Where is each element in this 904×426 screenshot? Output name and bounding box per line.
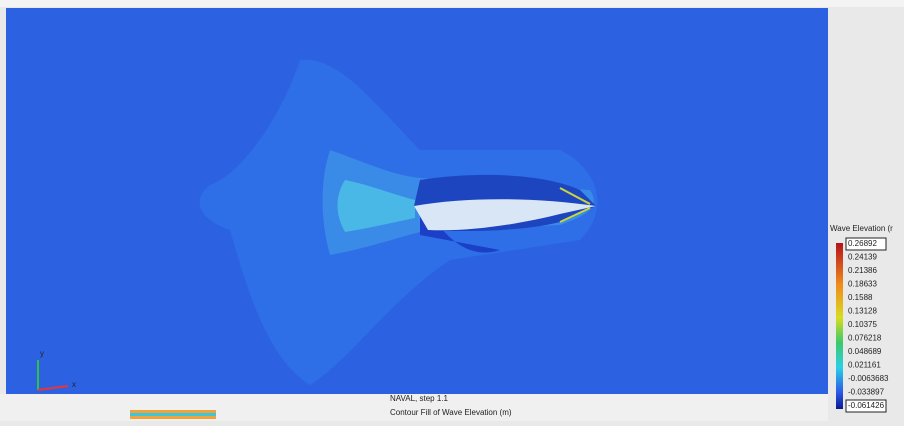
axis-label: y — [40, 349, 44, 358]
legend-label: 0.18633 — [848, 280, 877, 289]
legend-label: -0.061426 — [848, 401, 885, 410]
contour-zone — [420, 190, 500, 253]
legend-label: -0.0063683 — [848, 374, 889, 383]
legend-label: -0.033897 — [848, 388, 885, 397]
top-bar — [0, 0, 904, 7]
axis-x — [37, 385, 69, 391]
label-box — [845, 237, 887, 251]
colorbar — [836, 243, 843, 409]
legend-label: 0.21386 — [848, 266, 877, 275]
legend-label: 0.26892 — [848, 239, 877, 248]
legend-label: 0.13128 — [848, 307, 877, 316]
contour-zone — [337, 180, 415, 232]
legend-label: 0.10375 — [848, 320, 877, 329]
hull-edge — [559, 187, 591, 205]
legend-label: 0.24139 — [848, 253, 877, 262]
legend-label: 0.076218 — [848, 334, 882, 343]
legend-label: 0.021161 — [848, 361, 881, 370]
legend-label: 0.048689 — [848, 347, 882, 356]
legend-title: Wave Elevation (r — [830, 224, 893, 233]
caption: Contour Fill of Wave Elevation (m) — [390, 408, 512, 417]
mini-bar — [130, 413, 216, 416]
step-label: NAVAL, step 1.1 — [390, 394, 449, 403]
label-box — [845, 399, 887, 413]
hull-edge — [559, 207, 591, 223]
legend-label: 0.1588 — [848, 293, 873, 302]
legend-labels: 0.26892 0.24139 0.21386 0.18633 0.1588 0.1312… — [845, 237, 889, 413]
axis-label: x — [72, 380, 76, 389]
hull-light — [414, 199, 596, 231]
